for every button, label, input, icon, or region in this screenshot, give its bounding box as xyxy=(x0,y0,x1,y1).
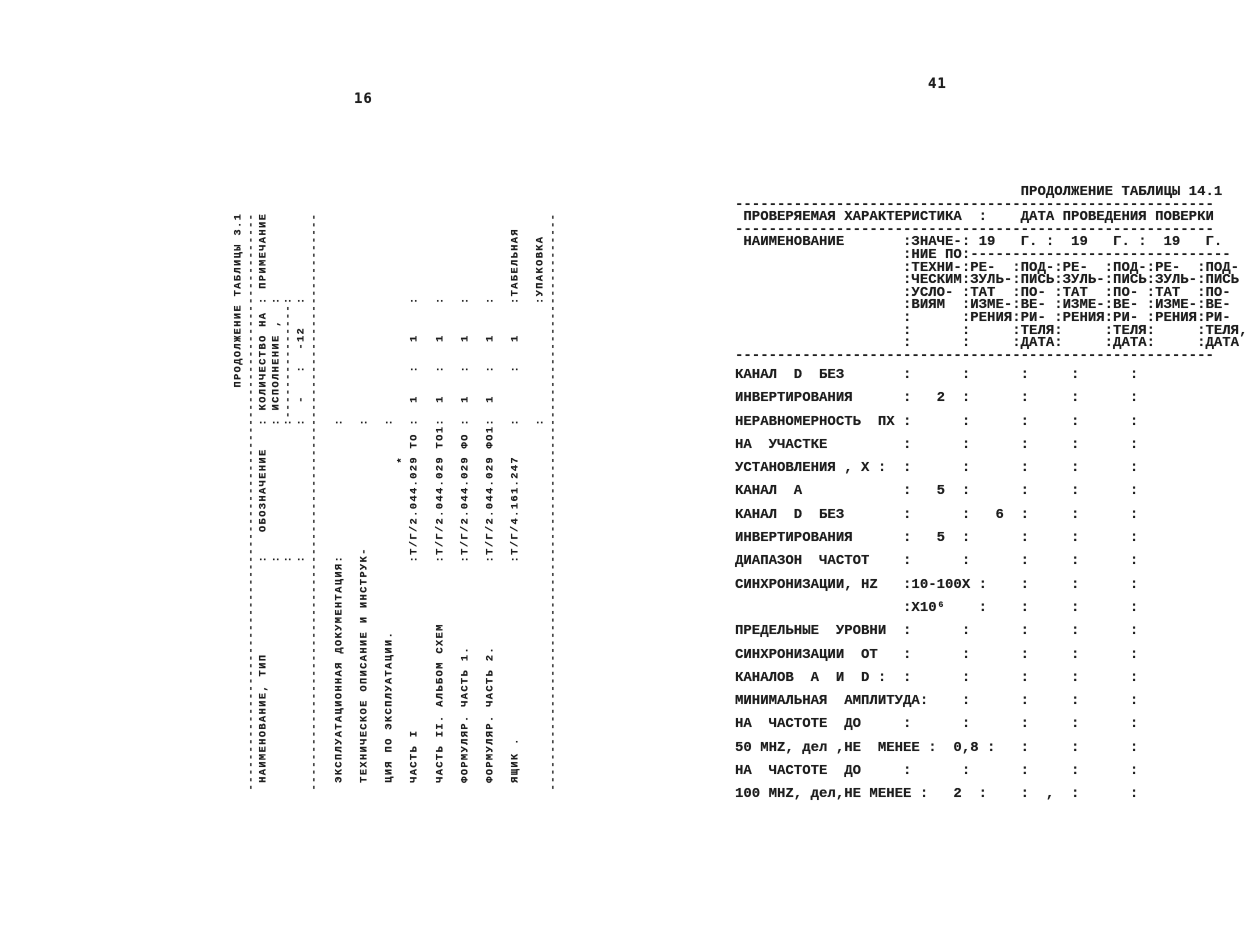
page-number-right: 41 xyxy=(928,76,947,92)
table-14-1-body: КАНАЛ D БЕЗ : : : : : ИНВЕРТИРОВАНИЯ : 2… xyxy=(735,367,1139,803)
rotated-table-3-1: ПРОДОЛЖЕНИЕ ТАБЛИЦЫ 3.1 ----------------… xyxy=(233,186,563,791)
table-14-1-header: ПРОДОЛЖЕНИЕ ТАБЛИЦЫ 14.1 ---------------… xyxy=(735,184,1246,364)
table-3-1-content: ПРОДОЛЖЕНИЕ ТАБЛИЦЫ 3.1 ----------------… xyxy=(232,212,560,791)
page-number-left: 16 xyxy=(354,91,373,107)
